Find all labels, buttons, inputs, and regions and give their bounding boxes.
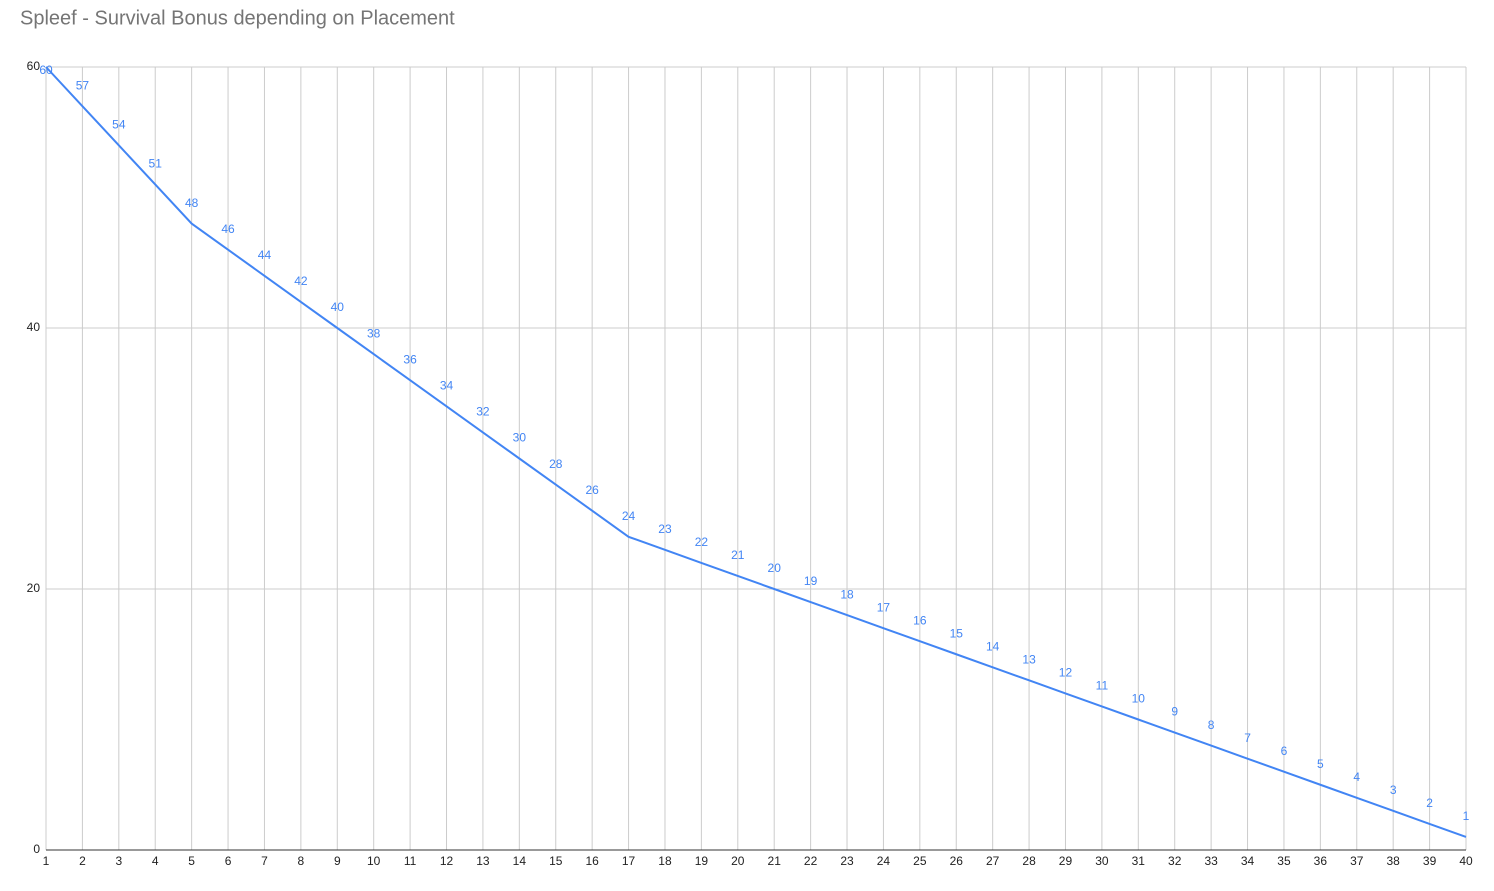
x-tick-label: 29	[1059, 854, 1073, 868]
x-tick-label: 2	[79, 854, 86, 868]
x-tick-label: 9	[334, 854, 341, 868]
x-tick-label: 3	[115, 854, 122, 868]
x-tick-label: 5	[188, 854, 195, 868]
data-label: 5	[1317, 757, 1324, 771]
x-tick-label: 8	[298, 854, 305, 868]
x-tick-label: 21	[768, 854, 782, 868]
x-tick-label: 36	[1314, 854, 1328, 868]
x-tick-label: 31	[1132, 854, 1146, 868]
x-tick-label: 1	[43, 854, 50, 868]
x-tick-label: 33	[1204, 854, 1218, 868]
data-label: 32	[476, 405, 490, 419]
data-label: 48	[185, 196, 199, 210]
data-label: 38	[367, 326, 381, 340]
data-label: 4	[1353, 770, 1360, 784]
data-label: 14	[986, 639, 1000, 653]
data-label: 44	[258, 248, 272, 262]
data-label: 1	[1463, 809, 1470, 823]
data-label: 24	[622, 509, 636, 523]
y-tick-label: 40	[27, 320, 41, 334]
x-tick-label: 27	[986, 854, 1000, 868]
y-tick-label: 20	[27, 581, 41, 595]
x-tick-label: 17	[622, 854, 636, 868]
x-tick-label: 22	[804, 854, 818, 868]
x-tick-label: 35	[1277, 854, 1291, 868]
x-tick-label: 13	[476, 854, 490, 868]
x-tick-label: 39	[1423, 854, 1437, 868]
data-label: 18	[840, 587, 854, 601]
data-label: 3	[1390, 783, 1397, 797]
data-label: 22	[695, 535, 709, 549]
x-tick-label: 15	[549, 854, 563, 868]
data-label: 30	[513, 431, 527, 445]
data-label: 40	[331, 300, 345, 314]
data-label: 46	[221, 222, 235, 236]
data-label: 12	[1059, 666, 1073, 680]
data-label: 21	[731, 548, 745, 562]
data-label: 42	[294, 274, 308, 288]
data-label: 16	[913, 613, 927, 627]
data-line	[45, 66, 1467, 838]
data-label: 57	[76, 78, 90, 92]
data-label: 19	[804, 574, 818, 588]
x-tick-label: 4	[152, 854, 159, 868]
x-tick-label: 10	[367, 854, 381, 868]
y-tick-label: 0	[33, 842, 40, 856]
x-tick-label: 14	[513, 854, 527, 868]
data-label: 23	[658, 522, 672, 536]
x-tick-label: 18	[658, 854, 672, 868]
x-tick-label: 20	[731, 854, 745, 868]
data-label: 7	[1244, 731, 1251, 745]
x-tick-label: 16	[585, 854, 599, 868]
data-label: 8	[1208, 718, 1215, 732]
data-label: 20	[768, 561, 782, 575]
data-label: 60	[39, 63, 53, 77]
x-tick-label: 38	[1386, 854, 1400, 868]
data-label: 15	[950, 626, 964, 640]
x-tick-label: 37	[1350, 854, 1364, 868]
x-tick-label: 32	[1168, 854, 1182, 868]
data-label: 17	[877, 600, 891, 614]
data-label: 51	[149, 157, 163, 171]
data-label: 9	[1171, 705, 1178, 719]
data-label: 6	[1281, 744, 1288, 758]
x-tick-label: 6	[225, 854, 232, 868]
x-tick-label: 24	[877, 854, 891, 868]
data-label: 34	[440, 378, 454, 392]
x-tick-label: 25	[913, 854, 927, 868]
x-tick-label: 28	[1022, 854, 1036, 868]
x-tick-label: 30	[1095, 854, 1109, 868]
x-tick-label: 34	[1241, 854, 1255, 868]
x-tick-label: 12	[440, 854, 454, 868]
x-tick-label: 7	[261, 854, 268, 868]
x-tick-label: 40	[1459, 854, 1473, 868]
data-label: 54	[112, 117, 126, 131]
chart-title: Spleef - Survival Bonus depending on Pla…	[20, 7, 455, 29]
x-tick-label: 11	[404, 854, 417, 868]
x-tick-label: 19	[695, 854, 709, 868]
data-label: 13	[1022, 653, 1036, 667]
data-label: 11	[1096, 679, 1109, 693]
data-label: 28	[549, 457, 563, 471]
data-label: 26	[585, 483, 599, 497]
x-tick-label: 23	[840, 854, 854, 868]
y-tick-label: 60	[27, 59, 41, 73]
data-label: 36	[403, 352, 417, 366]
data-label: 2	[1426, 796, 1433, 810]
x-tick-label: 26	[950, 854, 964, 868]
data-label: 10	[1132, 692, 1146, 706]
